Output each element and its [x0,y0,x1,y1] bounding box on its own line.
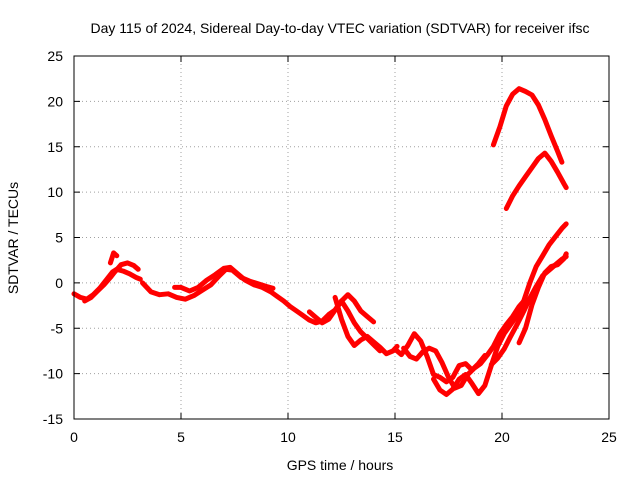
grid-lines [74,56,609,419]
series-line-arc-h [392,331,488,385]
axis-ticks [73,55,610,420]
x-axis-label: GPS time / hours [287,457,394,473]
y-tick-label: 5 [55,230,63,246]
series-line-arc-j [431,221,569,397]
x-tick-label: 5 [177,429,185,445]
series-layer [71,86,569,397]
chart-title: Day 115 of 2024, Sidereal Day-to-day VTE… [90,20,589,36]
series-line-arc-c [107,250,120,266]
y-tick-label: 25 [47,48,63,64]
series-line-arc-i [401,296,528,391]
y-tick-label: -5 [51,320,64,336]
x-tick-label: 20 [494,429,510,445]
series-line-arc-e [172,264,377,326]
y-tick-label: -10 [43,366,63,382]
y-tick-label: -15 [43,411,63,427]
y-tick-label: 15 [47,139,63,155]
x-tick-label: 15 [387,429,403,445]
x-tick-label: 10 [280,429,296,445]
series-line-arc-n [503,150,569,211]
x-tick-label: 25 [601,429,617,445]
y-tick-label: 20 [47,93,63,109]
x-tick-labels: 0 5 10 15 20 25 [70,429,617,445]
y-tick-label: 10 [47,184,63,200]
series-line-arc-b [82,260,141,304]
series-line-arc-l [516,251,569,346]
series-line-arc-m [490,86,565,165]
y-axis-label: SDTVAR / TECUs [5,182,21,294]
y-tick-label: 0 [55,275,63,291]
series-line-arc-g [332,294,400,357]
y-tick-labels: -15 -10 -5 0 5 10 15 20 25 [43,48,63,427]
x-tick-label: 0 [70,429,78,445]
